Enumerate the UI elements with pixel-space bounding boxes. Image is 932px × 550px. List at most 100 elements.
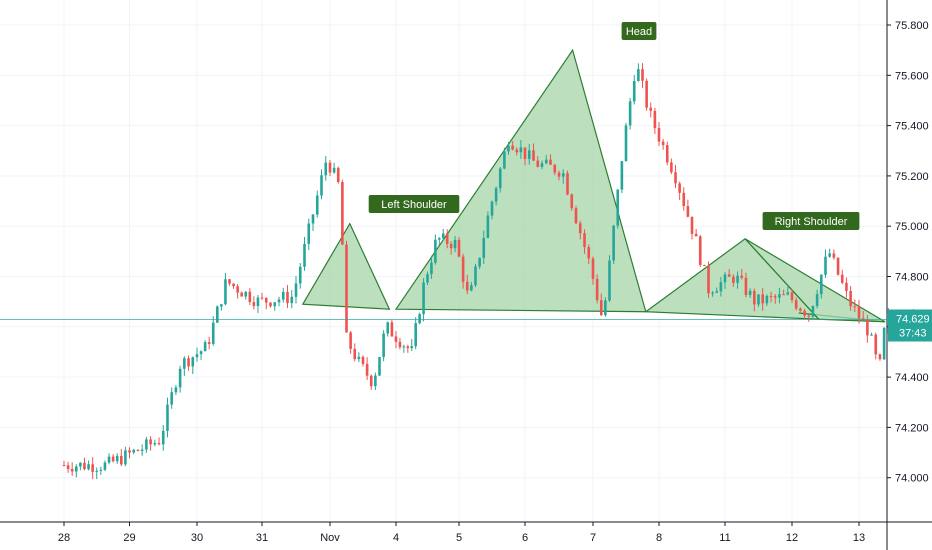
candle [807, 314, 811, 322]
candle-body [832, 253, 836, 258]
candle [719, 276, 723, 297]
candle [207, 336, 211, 350]
candle-body [799, 308, 802, 311]
candle-body [544, 159, 548, 164]
candle [406, 344, 410, 353]
candle-body [357, 356, 361, 360]
candle [870, 332, 873, 336]
candle [149, 436, 152, 451]
candle-body [527, 150, 531, 159]
candle [260, 292, 264, 300]
candle [682, 187, 686, 211]
candle-body [62, 465, 66, 467]
candle [882, 326, 886, 361]
candle-body [853, 306, 857, 308]
candle-body [281, 291, 285, 300]
candle [474, 263, 477, 288]
candle [649, 102, 653, 118]
candle-body [199, 351, 203, 355]
candle-body [83, 462, 86, 470]
candle-body [290, 296, 294, 304]
candle-body [465, 281, 469, 291]
annotation-label-bg [762, 212, 860, 230]
candle [707, 261, 710, 298]
candle [637, 63, 640, 82]
candle [557, 170, 561, 181]
candle [136, 449, 140, 452]
candle-body [120, 455, 123, 465]
candle-body [507, 145, 510, 152]
candle-body [557, 172, 561, 177]
candle-body [478, 257, 481, 267]
candle [390, 319, 394, 337]
candle-body [111, 456, 115, 462]
candle-body [519, 147, 523, 153]
candle-body [269, 302, 272, 307]
candle [103, 460, 107, 472]
candle [252, 296, 256, 310]
candle [398, 337, 402, 350]
candle-body [698, 236, 702, 265]
candle [320, 169, 323, 200]
candle-body [441, 233, 445, 239]
candle-body [757, 294, 760, 305]
candle [248, 288, 252, 306]
candle [341, 179, 344, 245]
candle [157, 437, 161, 446]
candle [587, 244, 591, 265]
candle [465, 274, 469, 294]
candle [674, 164, 677, 189]
candle-body [136, 449, 140, 451]
candle [438, 237, 441, 246]
candle [845, 277, 848, 298]
candle-body [811, 306, 815, 317]
candle-body [320, 175, 323, 196]
candle-body [410, 346, 414, 349]
candle-body [486, 215, 490, 238]
candle [624, 122, 628, 162]
candle-body [661, 141, 665, 146]
candle [307, 218, 311, 251]
candle-body [748, 290, 752, 296]
candle-body [866, 319, 869, 336]
candle-body [353, 348, 357, 360]
candle [736, 271, 739, 289]
candle-body [183, 358, 186, 369]
candle [422, 278, 425, 322]
candle-body [132, 449, 136, 453]
candle [220, 304, 223, 311]
candle [540, 160, 544, 170]
candle [281, 287, 285, 303]
x-axis-labels: 28 29 30 31 Nov 4 5 6 7 8 11 12 13 [58, 522, 865, 544]
candle [694, 228, 698, 237]
candle-body [457, 239, 461, 257]
candle-body [736, 275, 739, 283]
candle [740, 269, 744, 280]
candle [374, 372, 377, 391]
candle-body [203, 342, 207, 352]
candle [430, 255, 433, 279]
candle-body [74, 466, 78, 472]
candle-body [494, 188, 498, 202]
candle [140, 444, 144, 456]
candle-body [882, 327, 886, 360]
annotation-label: Right Shoulder [762, 212, 860, 230]
candle-body [161, 430, 165, 445]
candle-body [836, 257, 840, 275]
candle [79, 462, 82, 471]
last-price-countdown: 37:43 [899, 328, 927, 340]
candle-body [103, 462, 107, 470]
candle-body [503, 151, 506, 169]
candle-body [828, 253, 831, 257]
x-tick-label: 8 [656, 532, 662, 544]
candle-body [523, 147, 527, 159]
candle [328, 159, 332, 177]
candle-body [686, 206, 690, 217]
candle [461, 253, 465, 289]
candle-body [264, 297, 268, 303]
candle [515, 147, 519, 156]
candle [723, 272, 727, 289]
candle-body [228, 279, 231, 284]
